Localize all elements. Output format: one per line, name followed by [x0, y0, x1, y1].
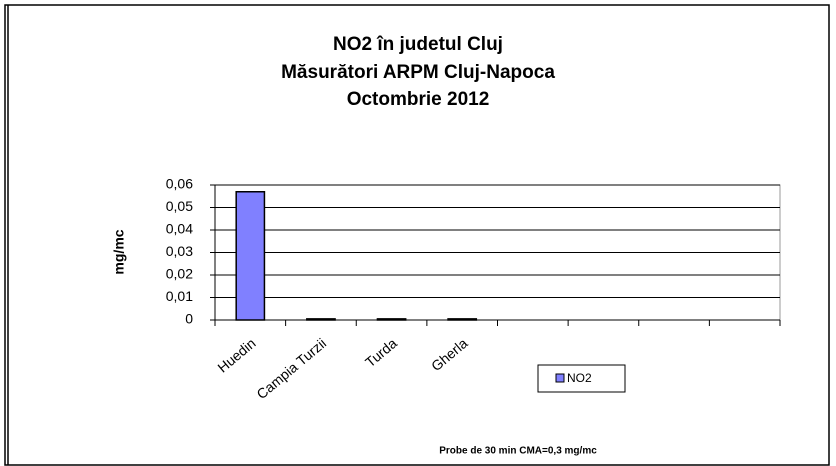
x-tick-label: Turda	[362, 335, 400, 371]
chart-title: Octombrie 2012	[347, 89, 490, 110]
x-tick-label: Gherla	[428, 335, 471, 374]
y-tick-label: 0,04	[166, 221, 193, 237]
y-tick-label: 0,03	[166, 243, 193, 259]
bar	[235, 191, 266, 321]
y-axis-label: mg/mc	[111, 229, 127, 274]
y-tick-label: 0,06	[166, 176, 193, 192]
chart-title: NO2 în judetul Cluj	[333, 34, 503, 55]
y-tick-label: 0,01	[166, 288, 193, 304]
y-tick-label: 0,05	[166, 198, 193, 214]
y-tick-label: 0	[185, 311, 193, 327]
legend-swatch	[555, 373, 565, 383]
legend-label: NO2	[567, 371, 592, 385]
x-tick-label: Huedin	[214, 335, 258, 376]
chart-title: Măsurători ARPM Cluj-Napoca	[281, 62, 555, 83]
legend	[537, 364, 626, 393]
note: Probe de 30 min CMA=0,3 mg/mc	[439, 446, 597, 457]
x-tick-label: Campia Turzii	[253, 335, 329, 402]
frame	[4, 4, 830, 466]
y-tick-label: 0,02	[166, 266, 193, 282]
